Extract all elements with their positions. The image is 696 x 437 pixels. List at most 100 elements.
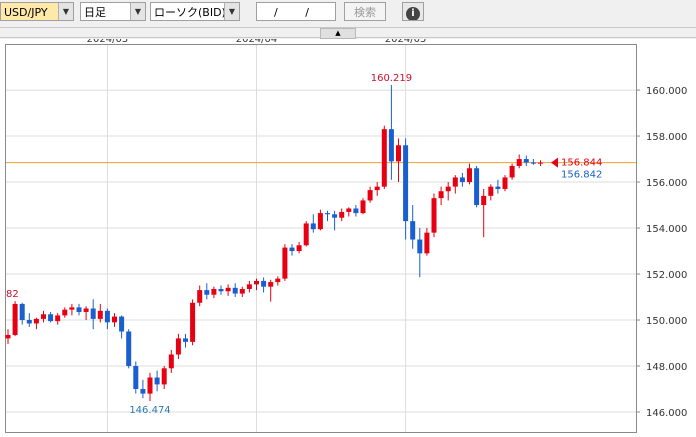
collapse-button[interactable]: ▲ <box>320 28 356 39</box>
symbol-select[interactable]: USD/JPY ▼ <box>0 2 74 21</box>
candle-body <box>445 186 451 192</box>
date-input[interactable]: / / <box>256 2 336 21</box>
candle-body <box>48 314 54 322</box>
candle-body <box>211 288 217 295</box>
high-label: 82 <box>6 289 19 300</box>
candle-body <box>161 368 167 385</box>
y-tick-label: 160.000 <box>646 86 687 97</box>
search-label: 検索 <box>354 6 376 19</box>
plot-frame <box>5 44 637 433</box>
candle-body <box>346 208 352 212</box>
candle-body <box>317 213 323 230</box>
last-price-label: 156.842 <box>561 170 602 181</box>
y-tick-label: 150.000 <box>646 316 687 327</box>
candle-body <box>126 331 132 367</box>
candle-body <box>69 307 75 310</box>
candle-body <box>168 354 174 369</box>
candle-body <box>381 129 387 187</box>
candle-body <box>296 245 302 252</box>
candle-body <box>417 239 423 254</box>
x-tick-label: 2024/03 <box>87 39 129 45</box>
low-label: 146.474 <box>129 405 170 416</box>
candle-body <box>325 213 330 215</box>
period: 日足 <box>84 6 106 19</box>
x-tick-label: 2024/04 <box>236 39 278 45</box>
candle-body <box>97 310 103 319</box>
candle-body <box>254 280 259 285</box>
splitter: ▲ <box>0 27 696 39</box>
candle-body <box>396 145 401 162</box>
candle-body <box>26 320 32 324</box>
candle-body <box>509 165 515 178</box>
candle-body <box>275 278 281 283</box>
candle-body <box>76 307 82 312</box>
candle-body <box>367 190 373 201</box>
candle-body <box>225 287 231 292</box>
candle-body <box>339 211 345 218</box>
candle-body <box>133 366 139 389</box>
y-tick-label: 146.000 <box>646 408 687 419</box>
x-tick-label: 2024/05 <box>385 39 427 45</box>
dropdown-arrow: ▼ <box>224 3 239 20</box>
candle-body <box>62 309 68 316</box>
candle-body <box>495 186 501 189</box>
candle-body <box>282 247 288 279</box>
info-icon: i <box>406 7 420 20</box>
last-price-label: 156.844 <box>561 158 602 169</box>
candle-body <box>175 338 181 355</box>
candle-body <box>410 221 416 240</box>
candle-body <box>19 303 25 321</box>
candle-body <box>55 315 61 322</box>
dropdown-arrow: ▼ <box>130 3 145 20</box>
candle-body <box>332 214 338 218</box>
candle-body <box>268 282 274 287</box>
candle-body <box>474 168 480 206</box>
candle-body <box>303 223 309 246</box>
y-tick-label: 148.000 <box>646 362 687 373</box>
candle-body <box>488 186 494 196</box>
dropdown-arrow: ▼ <box>58 3 73 20</box>
candle-body <box>197 290 203 303</box>
period-select[interactable]: 日足 ▼ <box>80 2 146 21</box>
candle-body <box>452 177 458 187</box>
candle-body <box>90 308 96 319</box>
candle-body <box>481 195 487 206</box>
candle-body <box>289 247 295 252</box>
candle-body <box>154 377 160 385</box>
candle-body <box>310 223 316 230</box>
candle-body <box>523 159 529 163</box>
y-tick-label: 152.000 <box>646 270 687 281</box>
candle-body <box>516 159 522 166</box>
price-pointer <box>551 157 558 168</box>
candle-body <box>204 290 210 295</box>
candle-body <box>374 186 380 191</box>
chart-kind: ローソク(BID) <box>154 6 226 19</box>
candle-body <box>12 303 18 335</box>
candle-body <box>41 314 46 319</box>
candle-body <box>239 288 245 294</box>
search-button[interactable]: 検索 <box>344 2 386 21</box>
candle-body <box>140 389 146 394</box>
candle-body <box>424 232 430 254</box>
candle-body <box>261 280 267 287</box>
chart-kind-select[interactable]: ローソク(BID) ▼ <box>150 2 240 21</box>
symbol: USD/JPY <box>4 6 48 19</box>
candle-body <box>147 377 153 394</box>
candle-body <box>232 287 238 294</box>
candle-body <box>190 302 196 342</box>
candle-body <box>353 208 359 214</box>
candle-body <box>112 316 117 323</box>
candle-body <box>530 162 536 164</box>
candle-body <box>459 177 465 183</box>
y-tick-label: 156.000 <box>646 178 687 189</box>
candle-body <box>119 316 125 332</box>
y-tick-label: 158.000 <box>646 132 687 143</box>
candle-body <box>183 338 188 342</box>
info-button[interactable]: i <box>402 2 424 21</box>
candle-body <box>360 200 366 214</box>
candle-body <box>438 191 444 199</box>
candle-body <box>467 168 472 183</box>
candle-body <box>388 129 394 162</box>
candle-body <box>104 310 110 323</box>
